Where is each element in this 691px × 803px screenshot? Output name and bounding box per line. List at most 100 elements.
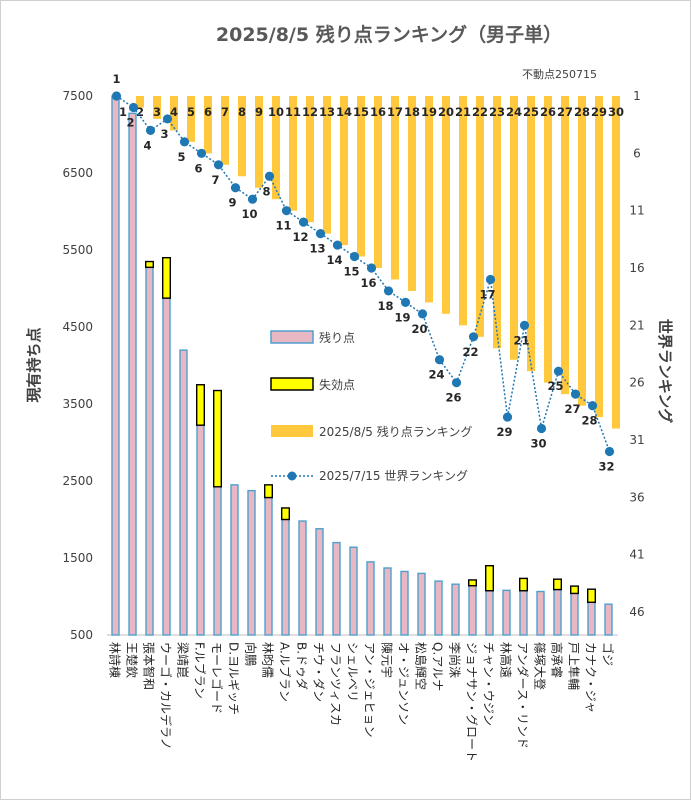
- rank-bar: [578, 96, 586, 406]
- rank-bar: [255, 96, 263, 188]
- world-rank-point: [179, 137, 190, 147]
- rank-bar-label: 30: [608, 105, 624, 119]
- world-rank-label: 10: [241, 207, 257, 221]
- expired-bar: [468, 579, 478, 587]
- category-label: 王楚欽: [125, 642, 140, 678]
- rank-bar: [493, 96, 501, 349]
- category-label: 林高遠: [499, 642, 514, 678]
- points-bar: [162, 297, 171, 636]
- rank-bar: [170, 96, 178, 131]
- world-rank-label: 29: [496, 425, 512, 439]
- category-label: 高承睿: [550, 642, 565, 678]
- rank-bar: [408, 96, 416, 291]
- category-label: モーレゴード: [210, 642, 225, 714]
- category-labels: 林詩棟 王楚欽 張本智和 ウーゴ・カルデラノ 梁靖崑 F.ルブラン モーレゴード D.ヨルギッ…: [108, 642, 616, 762]
- world-rank-label: 18: [377, 299, 393, 313]
- world-rank-label: 32: [598, 459, 614, 473]
- rank-bar: [204, 96, 212, 154]
- rank-bar-label: 27: [557, 105, 573, 119]
- rank-bar: [136, 96, 144, 108]
- rank-bar: [527, 96, 535, 372]
- world-rank-point: [519, 320, 530, 330]
- rank-bar: [442, 96, 450, 314]
- rank-bar: [187, 96, 195, 142]
- rank-bar-label: 1: [119, 105, 127, 119]
- world-rank-label: 15: [343, 265, 359, 279]
- world-rank-point: [451, 378, 462, 388]
- rank-bar-label: 9: [255, 105, 263, 119]
- rank-bar: [153, 96, 161, 119]
- points-bar: [332, 541, 341, 636]
- y2-tick-label: 6: [633, 146, 641, 160]
- points-bar: [349, 546, 358, 636]
- y-tick-label: 5500: [62, 243, 93, 257]
- world-rank-label: 7: [211, 173, 219, 187]
- world-rank-label: 27: [564, 402, 580, 416]
- chart-note: 不動点250715: [522, 67, 597, 81]
- rank-bar: [476, 96, 484, 337]
- world-rank-label: 21: [513, 333, 529, 347]
- points-bar: [451, 583, 460, 636]
- rank-bar-label: 12: [302, 105, 318, 119]
- category-label: A.ルブラン: [278, 642, 293, 702]
- points-bar: [604, 603, 613, 636]
- category-label: カナク・ジャ: [584, 642, 598, 713]
- category-label: F.ルブラン: [193, 642, 208, 699]
- points-bar: [315, 528, 324, 636]
- world-rank-point: [400, 297, 411, 307]
- y2-tick-label: 41: [629, 548, 644, 562]
- category-label: オ・ジュンソン: [397, 642, 411, 725]
- expired-bar: [570, 585, 580, 595]
- world-rank-point: [383, 286, 394, 296]
- rank-bar-label: 23: [489, 105, 505, 119]
- world-rank-series: 1243567910811121314151618192024262217292…: [111, 72, 615, 473]
- category-label: ジョナサン・グロート: [465, 642, 479, 762]
- y-tick-label: 6500: [62, 166, 93, 180]
- world-rank-point: [485, 274, 496, 285]
- rank-bar: [357, 96, 365, 257]
- rank-bar-label: 22: [472, 105, 488, 119]
- expired-bar: [161, 257, 171, 299]
- rank-bar: [323, 96, 331, 234]
- world-rank-label: 19: [394, 310, 410, 324]
- category-label: シェルベリ: [346, 642, 360, 702]
- world-rank-label: 2: [126, 115, 134, 129]
- point-bar-series: [111, 95, 613, 636]
- points-bar: [298, 520, 307, 636]
- points-bar: [519, 590, 528, 636]
- points-bar: [128, 112, 137, 636]
- rank-bar: [544, 96, 552, 383]
- category-label: Q.アルナ: [431, 642, 445, 691]
- world-rank-point: [111, 91, 122, 101]
- world-rank-point: [213, 160, 224, 170]
- world-rank-point: [145, 125, 156, 135]
- chart-title: 2025/8/5 残り点ランキング（男子単）: [216, 23, 562, 46]
- rank-bar-label: 15: [353, 105, 369, 119]
- legend-label-expired: 失効点: [319, 377, 355, 392]
- rank-bar: [306, 96, 314, 223]
- rank-bar-label: 11: [285, 105, 301, 119]
- legend-label-world: 2025/7/15 世界ランキング: [319, 469, 468, 483]
- rank-bar: [289, 96, 297, 211]
- rank-bar-label: 6: [204, 105, 212, 119]
- world-rank-label: 13: [309, 242, 325, 256]
- y2-tick-label: 26: [629, 376, 644, 390]
- rank-bar: [612, 96, 620, 429]
- y-tick-label: 1500: [62, 551, 93, 565]
- category-label: 李尚洙: [448, 642, 463, 678]
- world-rank-point: [128, 102, 139, 113]
- y-tick-label: 500: [70, 628, 93, 642]
- expired-bar: [212, 389, 222, 488]
- world-rank-label: 11: [275, 219, 291, 233]
- y2-axis-title: 世界ランキング: [656, 319, 674, 424]
- world-rank-label: 3: [160, 127, 168, 141]
- rank-bar-label: 4: [170, 105, 178, 119]
- points-bar: [553, 588, 562, 636]
- category-label: B.ドゥダ: [295, 642, 310, 690]
- world-rank-label: 24: [428, 368, 444, 382]
- world-rank-point: [162, 114, 173, 124]
- world-rank-point: [570, 389, 581, 399]
- category-label: フランツィスカ: [329, 642, 343, 726]
